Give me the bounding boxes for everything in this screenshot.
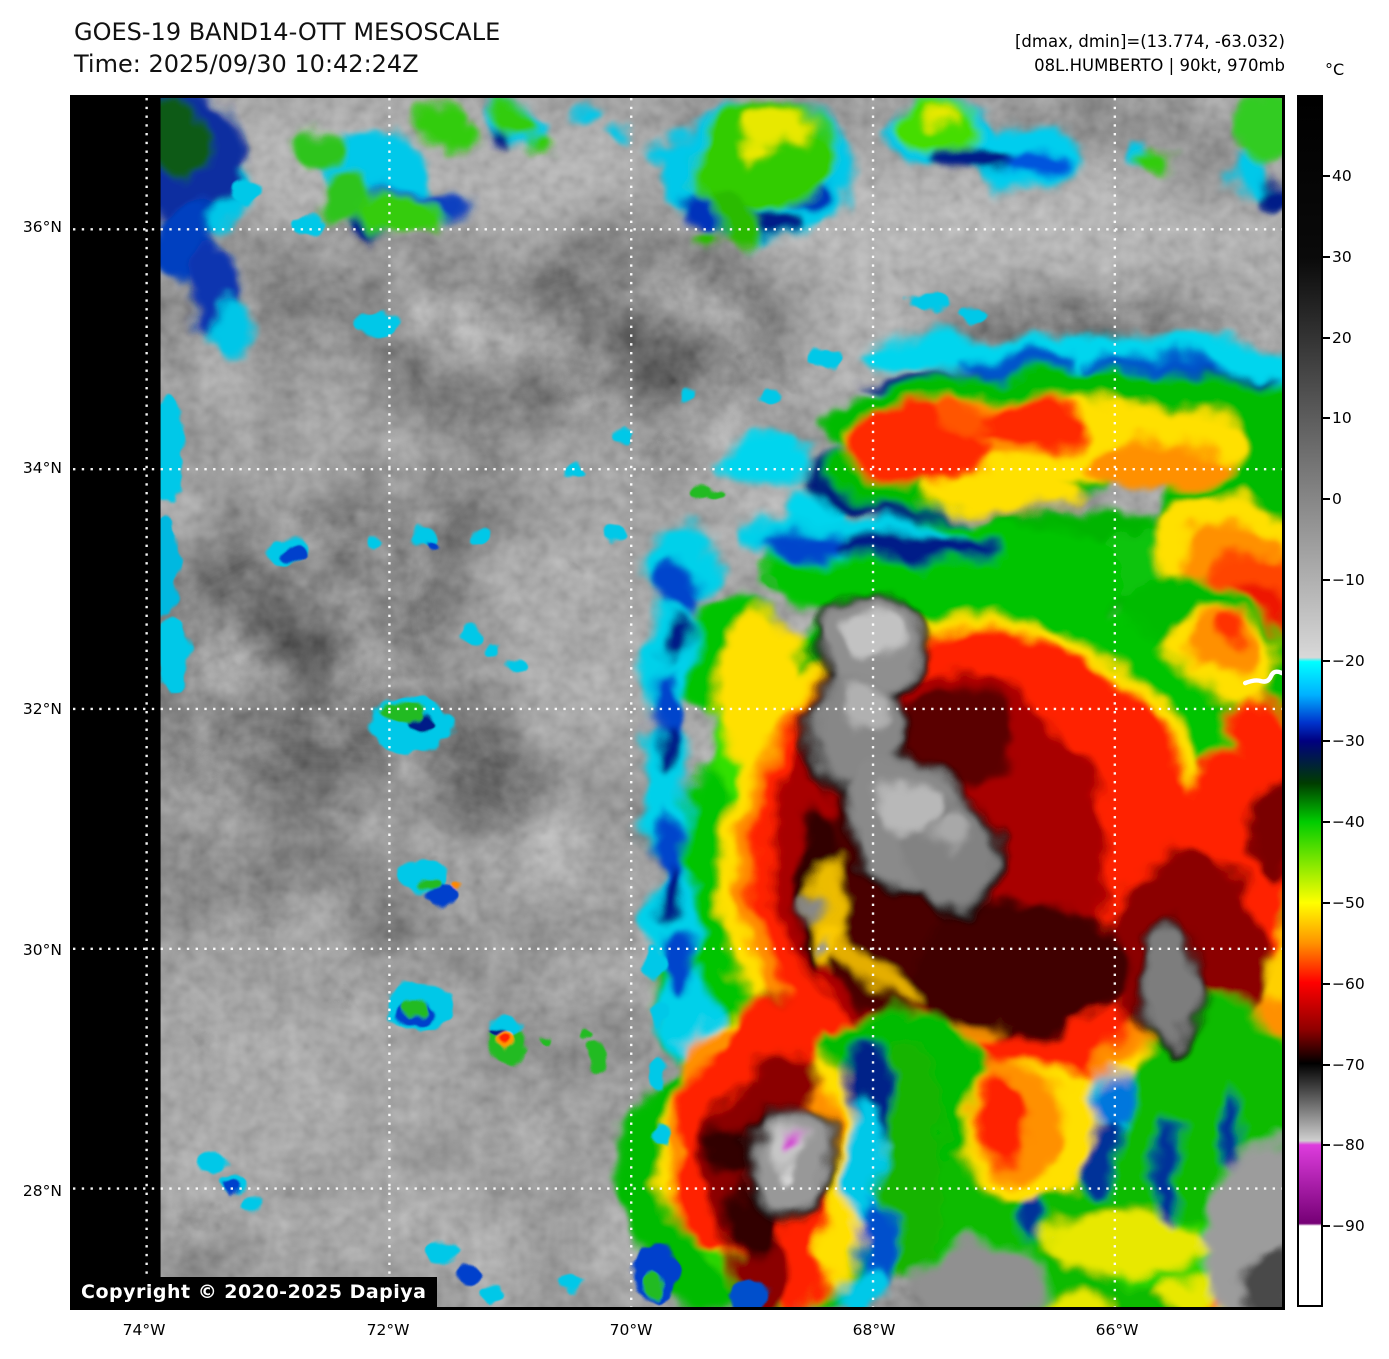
lat-label-28n: 28°N xyxy=(22,1182,62,1200)
colorbar-tick-label: −60 xyxy=(1332,975,1365,993)
header: GOES-19 BAND14-OTT MESOSCALE Time: 2025/… xyxy=(74,16,500,80)
colorbar-tick xyxy=(1323,1064,1330,1066)
colorbar-gradient xyxy=(1299,97,1321,1305)
colorbar-tick xyxy=(1323,740,1330,742)
page-title: GOES-19 BAND14-OTT MESOSCALE xyxy=(74,18,501,46)
colorbar-tick xyxy=(1323,417,1330,419)
graticule-gridlines xyxy=(73,98,1282,1307)
lon-label-72w: 72°W xyxy=(366,1321,410,1339)
lat-label-30n: 30°N xyxy=(22,941,62,959)
satellite-image xyxy=(73,98,1282,1307)
colorbar-tick xyxy=(1323,902,1330,904)
colorbar-tick xyxy=(1323,1225,1330,1227)
lon-label-74w: 74°W xyxy=(122,1321,166,1339)
colorbar-tick xyxy=(1323,256,1330,258)
lat-label-32n: 32°N xyxy=(22,700,62,718)
colorbar-tick xyxy=(1323,660,1330,662)
dmax-dmin-label: [dmax, dmin]=(13.774, -63.032) xyxy=(1015,32,1285,51)
colorbar-tick-label: −40 xyxy=(1332,813,1365,831)
info-block: [dmax, dmin]=(13.774, -63.032) 08L.HUMBE… xyxy=(1015,30,1285,78)
colorbar-tick-label: 10 xyxy=(1332,409,1352,427)
lat-label-36n: 36°N xyxy=(22,218,62,236)
lon-label-68w: 68°W xyxy=(852,1321,896,1339)
colorbar-tick-label: 0 xyxy=(1332,490,1342,508)
colorbar-tick-label: −20 xyxy=(1332,652,1365,670)
lon-label-70w: 70°W xyxy=(609,1321,653,1339)
colorbar-tick-label: −10 xyxy=(1332,571,1365,589)
copyright-badge: Copyright © 2020-2025 Dapiya xyxy=(70,1277,438,1309)
colorbar-tick xyxy=(1323,821,1330,823)
colorbar-tick-label: −90 xyxy=(1332,1217,1365,1235)
colorbar-tick-label: 20 xyxy=(1332,329,1352,347)
timestamp-label: Time: 2025/09/30 10:42:24Z xyxy=(74,50,419,78)
colorbar-tick-label: 30 xyxy=(1332,248,1352,266)
lat-label-34n: 34°N xyxy=(22,459,62,477)
colorbar-tick xyxy=(1323,175,1330,177)
colorbar-tick-label: −50 xyxy=(1332,894,1365,912)
colorbar-tick-label: −30 xyxy=(1332,732,1365,750)
colorbar-tick-label: −70 xyxy=(1332,1056,1365,1074)
colorbar-tick-label: 40 xyxy=(1332,167,1352,185)
scattered-cloud-specks xyxy=(150,182,988,1307)
map-canvas xyxy=(70,95,1285,1310)
bermuda-coastline xyxy=(1242,669,1282,686)
cold-cloud-enhancement xyxy=(127,98,1282,1307)
storm-info-label: 08L.HUMBERTO | 90kt, 970mb xyxy=(1034,56,1285,75)
colorbar-tick xyxy=(1323,498,1330,500)
colorbar-tick xyxy=(1323,983,1330,985)
lon-label-66w: 66°W xyxy=(1095,1321,1139,1339)
colorbar-tick-label: −80 xyxy=(1332,1136,1365,1154)
colorbar-unit-label: °C xyxy=(1325,60,1345,79)
colorbar-tick xyxy=(1323,579,1330,581)
colorbar-tick xyxy=(1323,1144,1330,1146)
colorbar-tick xyxy=(1323,337,1330,339)
temperature-colorbar xyxy=(1297,95,1323,1307)
